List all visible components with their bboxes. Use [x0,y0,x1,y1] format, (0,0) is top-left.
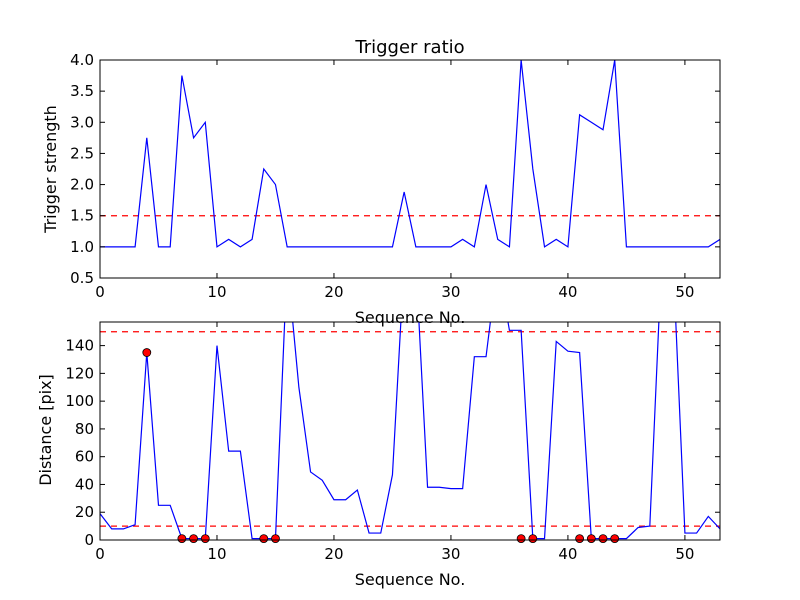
x-tick-label: 40 [558,283,577,301]
x-tick-label: 10 [207,545,226,563]
distance-chart: Sequence No. Distance [pix] 0 10 20 30 40 500… [36,321,721,589]
x-tick-label: 20 [324,283,343,301]
data-point-marker [142,348,152,357]
y-axis-label: Distance [pix] [36,374,55,486]
y-tick-label: 100 [65,392,94,410]
y-tick-label: 80 [75,420,94,438]
y-tick-label: 1.0 [70,238,94,256]
chart-title: Trigger ratio [354,37,464,58]
data-point-marker [528,534,538,544]
data-point-marker [259,534,269,544]
x-tick-label: 10 [207,283,226,301]
data-point-marker [200,534,210,544]
y-tick-label: 40 [75,475,94,493]
trigger-ratio-chart: Trigger ratio Sequence No. Trigger stren… [41,37,721,327]
data-point-marker [610,534,620,544]
data-point-marker [586,534,596,544]
x-tick-label: 40 [558,545,577,563]
plot-content [100,60,720,248]
x-tick-label: 30 [441,545,460,563]
x-tick-label: 20 [324,545,343,563]
x-axis-label: Sequence No. [355,570,466,589]
y-tick-label: 3.5 [70,82,94,100]
data-point-marker [189,534,198,544]
x-tick-label: 50 [675,283,694,301]
data-point-marker [271,534,280,544]
y-tick-label: 2.5 [70,144,94,162]
y-tick-label: 1.5 [70,207,94,225]
data-point-marker [177,534,187,544]
y-axis-label: Trigger strength [41,105,60,234]
y-tick-label: 60 [75,448,94,466]
y-tick-label: 0 [84,531,94,549]
series-line [100,60,720,248]
y-tick-label: 4.0 [70,51,94,69]
x-tick-label: 0 [95,545,105,563]
y-tick-label: 120 [65,364,94,382]
x-tick-label: 50 [675,545,694,563]
data-point-marker [516,534,526,544]
y-tick-label: 3.0 [70,113,94,131]
x-tick-label: 0 [95,283,105,301]
y-tick-label: 0.5 [70,269,94,287]
axes-frame [99,321,721,541]
y-tick-label: 2.0 [70,176,94,194]
plot-area: 0 10 20 30 40 50 0.5 1.0 1.5 2.0 2.5 3.0 3.5 4.0 [70,51,721,301]
data-point-marker [598,534,608,544]
x-axis-label: Sequence No. [355,308,466,327]
x-tick-label: 30 [441,283,460,301]
y-tick-label: 20 [75,503,94,521]
y-tick-label: 140 [65,337,94,355]
plot-area: 0 10 20 30 40 50 0 20 40 60 80 100 120 140 [65,321,721,563]
data-point-marker [575,534,585,544]
axes-frame [99,59,721,279]
